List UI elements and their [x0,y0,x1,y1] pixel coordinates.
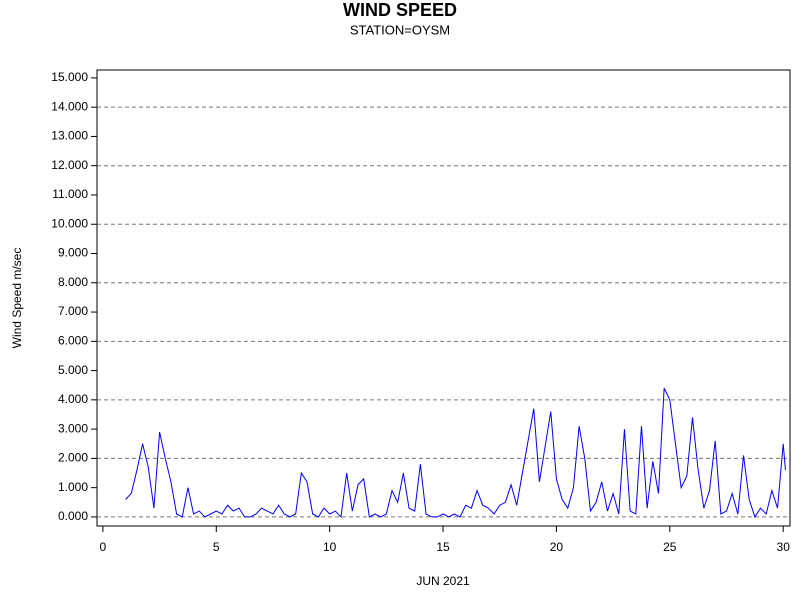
y-tick-label: 6.000 [58,333,88,347]
y-tick-label: 0.000 [58,509,88,523]
chart-subtitle: STATION=OYSM [350,22,450,37]
y-tick-label: 11.000 [52,187,88,201]
data-line [125,387,786,519]
y-tick-label: 8.000 [58,275,88,289]
x-tick-label: 15 [436,540,450,554]
y-tick-label: 3.000 [58,421,88,435]
y-tick-label: 7.000 [58,304,88,318]
x-tick-label: 10 [323,540,337,554]
y-tick-label: 12.000 [51,158,88,172]
x-tick-label: 0 [100,540,107,554]
x-axis-label: JUN 2021 [416,574,470,588]
y-tick-label: 13.000 [51,129,88,143]
chart-title: WIND SPEED [343,0,457,20]
y-tick-label: 14.000 [51,99,88,113]
y-tick-label: 10.000 [51,216,88,230]
x-tick-label: 5 [213,540,220,554]
y-tick-label: 2.000 [58,451,88,465]
y-tick-label: 9.000 [58,246,88,260]
y-tick-label: 5.000 [58,363,88,377]
plot-frame [96,69,791,527]
x-tick-label: 25 [663,540,677,554]
y-tick-label: 15.000 [51,70,88,84]
y-axis-label: Wind Speed m/sec [10,248,24,349]
x-tick-label: 30 [777,540,791,554]
x-tick-label: 20 [550,540,564,554]
y-tick-label: 1.000 [58,480,88,494]
y-tick-label: 4.000 [58,392,88,406]
